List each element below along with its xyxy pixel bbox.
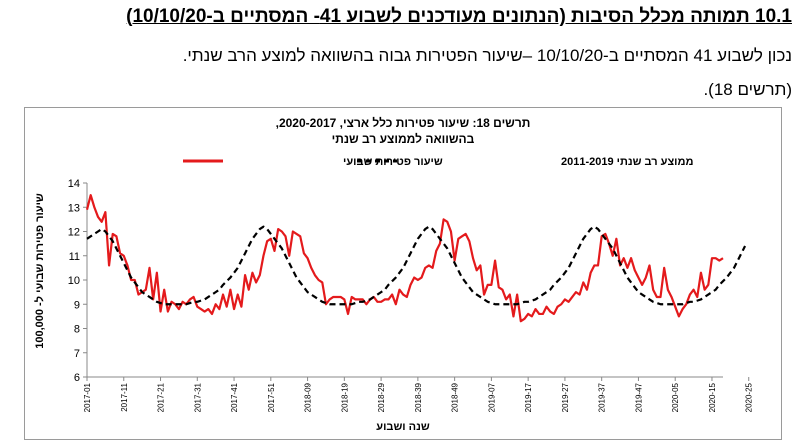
x-tick-label: 2018-29 [377,382,386,412]
y-tick-label: 14 [68,178,80,190]
series-layer [85,194,747,323]
x-axis-title: שנה ושבוע [376,421,430,433]
chart-title-line-1: תרשים 18: שיעור פטירות כלל ארצי, 2020-20… [276,116,531,130]
y-tick-label: 11 [69,251,80,263]
x-tick-label: 2017-01 [83,382,92,412]
paragraph-line-2: (תרשים 18). [703,80,792,99]
y-tick-label: 9 [74,299,80,311]
x-tick-label: 2019-17 [524,382,533,412]
legend-label-average: ממוצע רב שנתי 2011-2019 [561,156,693,168]
x-tick-label: 2017-41 [230,382,239,412]
y-tick-label: 6 [74,372,80,384]
chart-legend: שיעור פטירות שבועי ממוצע רב שנתי 2011-20… [183,156,693,168]
x-tick-label: 2017-31 [193,382,202,412]
x-tick-label: 2017-21 [157,382,166,412]
chart-container: תרשים 18: שיעור פטירות כלל ארצי, 2020-20… [24,107,790,440]
y-tick-label: 7 [74,348,80,360]
y-tick-label: 12 [68,227,80,239]
x-tick-label: 2020-05 [671,382,680,412]
y-tick-label: 8 [74,324,80,336]
section-heading: 10.1 תמותה מכלל הסיבות (הנתונים מעודכנים… [126,6,792,27]
mortality-line-chart: תרשים 18: שיעור פטירות כלל ארצי, 2020-20… [33,116,790,433]
x-tick-label: 2018-39 [414,382,423,412]
y-tick-label: 10 [68,275,80,287]
y-tick-label: 13 [68,202,80,214]
x-tick-label: 2019-37 [598,382,607,412]
x-axis-ticks: 2017-01 2017-11 2017-21 2017-31 2017-41 2017-… [83,377,790,412]
x-tick-label: 2017-11 [120,382,129,411]
x-tick-label: 2019-07 [487,382,496,412]
x-tick-label: 2020-15 [708,382,717,412]
multi-year-average-series [86,225,747,306]
x-tick-label: 2017-51 [267,382,276,412]
y-axis-title: שיעור פטירות שבועי ל- 100,000 [33,193,46,349]
x-tick-label: 2019-27 [561,382,570,412]
x-tick-label: 2018-19 [340,382,349,412]
chart-title-line-2: בהשוואה לממוצע רב שנתי [332,132,475,146]
y-axis-ticks: 14 13 12 11 10 9 8 7 6 [68,178,87,384]
x-tick-label: 2019-47 [634,382,643,412]
x-tick-label: 2018-49 [451,382,460,412]
x-tick-label: 2018-09 [304,382,313,412]
paragraph-line-1: נכון לשבוע 41 המסתיים ב-10/10/20 –שיעור … [182,46,792,65]
x-tick-label: 2020-25 [745,382,754,412]
weekly-mortality-series [85,194,724,323]
plot-area [86,183,723,378]
legend-label-weekly: שיעור פטירות שבועי [343,156,443,168]
